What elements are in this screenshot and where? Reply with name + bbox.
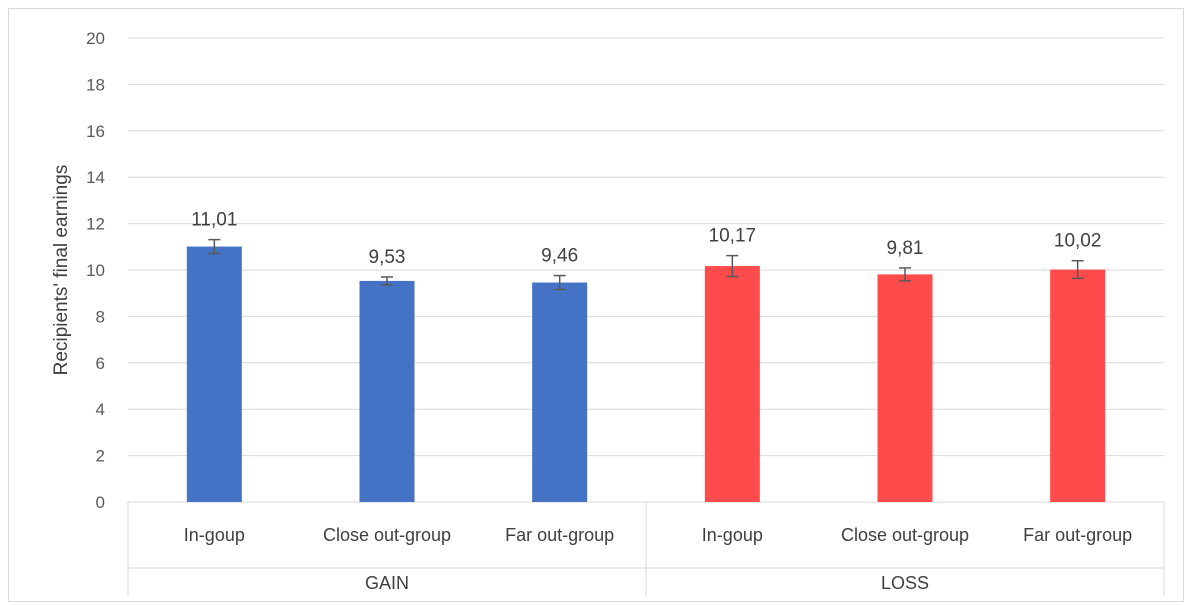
data-label: 11,01 — [191, 210, 237, 231]
y-tick-label: 2 — [96, 447, 105, 466]
category-label: Close out-group — [323, 525, 451, 545]
bars — [187, 240, 1105, 502]
data-label: 10,17 — [709, 226, 757, 247]
y-tick-label: 14 — [86, 168, 105, 187]
labels: 0 2 4 6 8 10 12 14 16 18 20 GAIN 11,01 In-goup 9,53 Clo… — [86, 29, 1132, 593]
y-tick-label: 10 — [86, 261, 105, 280]
category-label: Far out-group — [505, 525, 614, 545]
bar — [187, 247, 242, 502]
y-tick-label: 0 — [96, 493, 105, 512]
bar — [878, 274, 933, 502]
gridlines — [128, 38, 1164, 456]
category-label: In-goup — [184, 525, 245, 545]
data-label: 10,02 — [1054, 231, 1102, 252]
y-tick-label: 4 — [96, 400, 105, 419]
axes — [128, 502, 1164, 596]
category-label: Close out-group — [841, 525, 969, 545]
data-label: 9,46 — [541, 246, 578, 267]
bar — [705, 266, 760, 502]
data-label: 9,81 — [887, 238, 924, 259]
y-tick-label: 8 — [96, 307, 105, 326]
group-label: GAIN — [365, 573, 409, 593]
y-tick-label: 20 — [86, 29, 105, 48]
bar — [360, 281, 415, 502]
group-label: LOSS — [881, 573, 929, 593]
y-tick-label: 16 — [86, 122, 105, 141]
category-label: Far out-group — [1023, 525, 1132, 545]
y-tick-label: 12 — [86, 215, 105, 234]
bar — [1050, 270, 1105, 502]
y-axis-title: Recipients' final earnings — [51, 165, 72, 376]
category-label: In-goup — [702, 525, 763, 545]
bar — [532, 283, 587, 502]
data-label: 9,53 — [369, 247, 406, 268]
y-tick-label: 18 — [86, 75, 105, 94]
y-tick-label: 6 — [96, 354, 105, 373]
